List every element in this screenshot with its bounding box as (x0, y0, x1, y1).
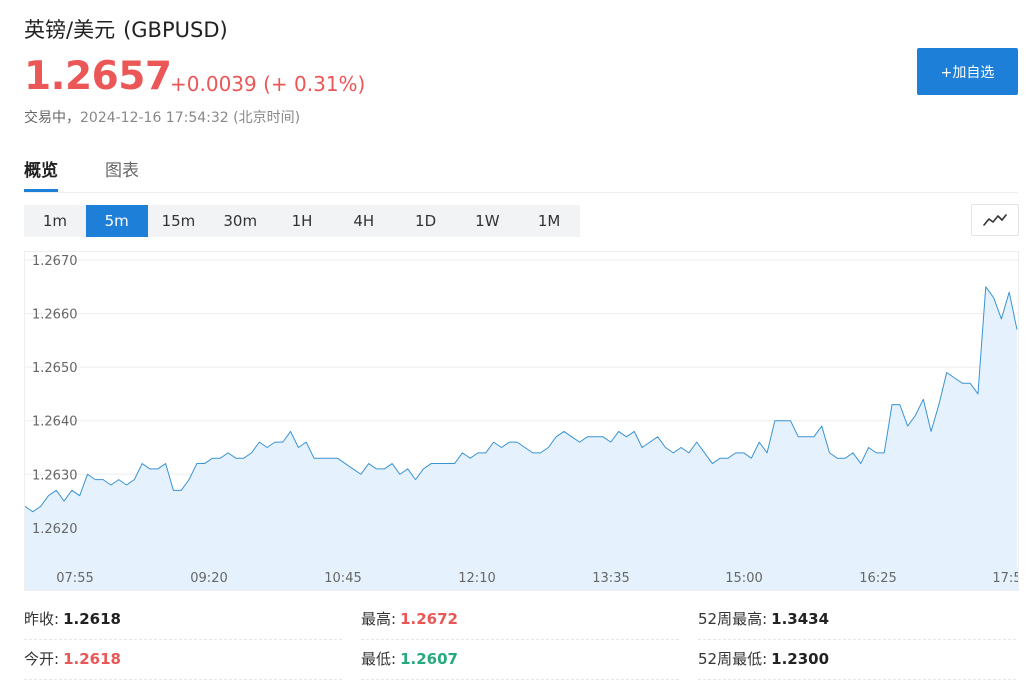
add-to-watchlist-button[interactable]: +加自选 (917, 48, 1018, 95)
stat-label: 最低: (361, 650, 397, 668)
stat-high: 最高: 1.2672 (361, 599, 679, 640)
period-1mo-button[interactable]: 1M (537, 212, 561, 230)
stat-label: 昨收: (24, 610, 60, 628)
stat-label: 今开: (24, 650, 60, 668)
x-tick-label: 10:45 (324, 571, 361, 586)
price-chart-svg: 1.2620 1.2630 1.2640 1.2650 1.2660 1.2670 07:5… (25, 254, 1018, 590)
x-tick-label: 12:10 (458, 571, 495, 586)
stat-label: 52周最高: (698, 610, 768, 628)
period-5m-button[interactable]: 5m (85, 205, 148, 237)
price-chart: 1.2620 1.2630 1.2640 1.2650 1.2660 1.2670 07:5… (24, 251, 1019, 591)
period-30m-button[interactable]: 30m (223, 212, 258, 230)
stat-52w-high: 52周最高: 1.3434 (698, 599, 1016, 640)
stat-label: 52周最低: (698, 650, 768, 668)
stat-value: 1.2618 (63, 610, 121, 628)
period-15m-button[interactable]: 15m (161, 212, 196, 230)
period-selector: 1m 5m 15m 30m 1H 4H 1D 1W 1M (24, 205, 580, 237)
trading-status-line: 交易中，2024-12-16 17:54:32 (北京时间) (24, 107, 300, 127)
trading-status: 交易中， (24, 110, 80, 126)
period-1w-button[interactable]: 1W (475, 212, 500, 230)
period-1h-button[interactable]: 1H (291, 212, 313, 230)
stat-open: 今开: 1.2618 (24, 639, 342, 680)
stat-label: 最高: (361, 610, 397, 628)
price-change: +0.0039 (+ 0.31%) (170, 72, 366, 96)
y-tick-label: 1.2630 (32, 468, 78, 483)
period-1d-button[interactable]: 1D (415, 212, 437, 230)
x-tick-label: 15:00 (725, 571, 762, 586)
stat-prev-close: 昨收: 1.2618 (24, 599, 342, 640)
stat-value: 1.2672 (400, 610, 458, 628)
instrument-code: (GBPUSD) (123, 18, 228, 42)
quote-timestamp: 2024-12-16 17:54:32 (北京时间) (80, 110, 301, 126)
instrument-title: 英镑/美元 (GBPUSD) (24, 14, 228, 44)
stat-value: 1.2607 (400, 650, 458, 668)
y-tick-label: 1.2650 (32, 361, 78, 376)
price-line (25, 286, 1018, 513)
x-tick-label: 13:35 (592, 571, 629, 586)
y-tick-label: 1.2620 (32, 522, 78, 537)
price-area (25, 286, 1017, 568)
tab-overview[interactable]: 概览 (24, 156, 58, 192)
period-4h-button[interactable]: 4H (353, 212, 375, 230)
stat-value: 1.3434 (771, 610, 830, 628)
stat-low: 最低: 1.2607 (361, 639, 679, 680)
chart-type-toggle-button[interactable] (971, 204, 1019, 236)
y-tick-label: 1.2660 (32, 308, 78, 323)
y-tick-label: 1.2670 (32, 254, 78, 269)
x-tick-label: 16:25 (859, 571, 896, 586)
line-chart-icon (983, 214, 1007, 226)
stat-52w-low: 52周最低: 1.2300 (698, 639, 1016, 680)
current-price: 1.2657 (24, 54, 172, 99)
view-tabs: 概览 图表 (24, 156, 1018, 193)
instrument-name: 英镑/美元 (24, 18, 116, 42)
x-axis-band (25, 568, 1018, 590)
period-1m-button[interactable]: 1m (42, 212, 67, 230)
tab-chart[interactable]: 图表 (105, 161, 139, 181)
x-tick-label: 07:55 (56, 571, 93, 586)
x-tick-label: 09:20 (190, 571, 227, 586)
x-tick-label: 17:5 (992, 571, 1018, 586)
y-tick-label: 1.2640 (32, 415, 78, 430)
stat-value: 1.2300 (771, 650, 830, 668)
stat-value: 1.2618 (63, 650, 121, 668)
